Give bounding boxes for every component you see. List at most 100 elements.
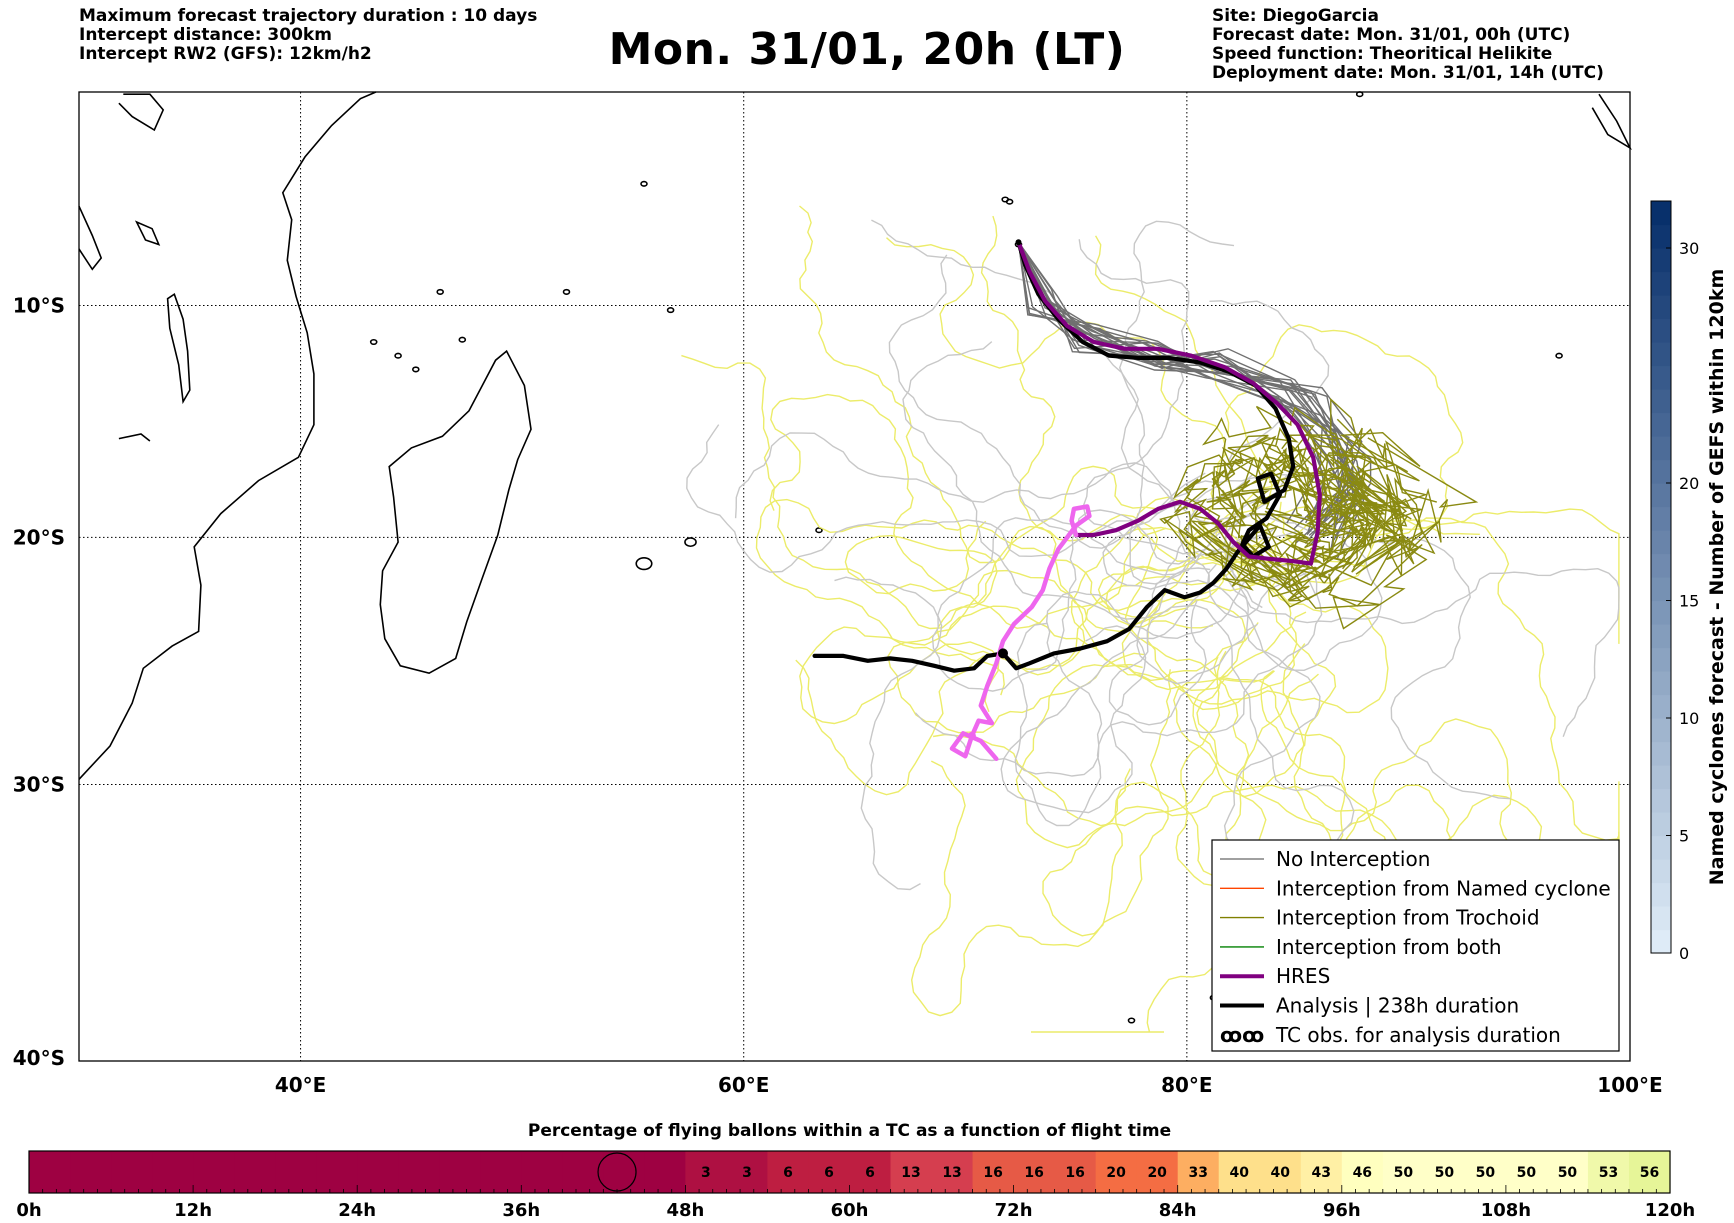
trochoid-olive-track-1: [1241, 455, 1423, 607]
bar-x-tick-label-4: 36h: [502, 1200, 540, 1221]
bar-frame: [28, 1150, 1671, 1194]
bar-x-tick-label-3: 24h: [338, 1200, 376, 1221]
colorbar-band-29: [1651, 271, 1671, 296]
island-13: [1555, 352, 1563, 359]
colorbar-band-31: [1651, 224, 1671, 249]
colorbar-band-7: [1651, 788, 1671, 813]
legend-label-7: TC obs. for analysis duration: [1275, 1023, 1561, 1047]
legend-label-6: Analysis | 238h duration: [1276, 994, 1519, 1018]
madagascar-coast: [379, 349, 532, 675]
trochoid-yellow-track-4: [844, 520, 1167, 676]
hres-track: [1016, 240, 1322, 566]
island-18: [458, 336, 467, 343]
x-tick-label-1: 40°E: [275, 1073, 327, 1097]
bar-cell-21: [849, 1151, 892, 1193]
colorbar-band-23: [1651, 412, 1671, 437]
bar-cell-25: [1013, 1151, 1056, 1193]
bar-value-31: 40: [1271, 1165, 1291, 1181]
lake-cahora: [118, 433, 151, 442]
colorbar-band-6: [1651, 812, 1671, 837]
bar-cell-40: [1628, 1151, 1671, 1193]
bar-cell-12: [480, 1151, 522, 1193]
colorbar-band-3: [1651, 882, 1671, 907]
bar-value-20: 6: [824, 1165, 834, 1181]
island-17: [562, 288, 571, 295]
bar-cell-31: [1259, 1151, 1302, 1193]
bar-value-34: 50: [1394, 1165, 1414, 1181]
bar-value-36: 50: [1476, 1165, 1496, 1181]
bar-cell-27: [1095, 1151, 1138, 1193]
page-title: Mon. 31/01, 20h (LT): [608, 24, 1126, 75]
lake-rukwa: [134, 220, 161, 246]
flight-time-bar: Percentage of flying ballons within a TC…: [16, 1121, 1695, 1221]
bar-value-23: 13: [942, 1165, 961, 1181]
trochoid-yellow-track-18: [1192, 611, 1584, 922]
bar-cell-4: [152, 1151, 194, 1193]
analysis-start-marker: [1015, 239, 1022, 246]
legend-label-3: Interception from Trochoid: [1276, 906, 1540, 930]
bar-cell-7: [275, 1151, 317, 1193]
bar-value-29: 33: [1188, 1165, 1207, 1181]
bar-cell-10: [398, 1151, 440, 1193]
bar-value-39: 53: [1599, 1165, 1618, 1181]
island-4: [369, 338, 378, 346]
bar-cell-26: [1054, 1151, 1097, 1193]
africa-coast: [78, 91, 377, 780]
bar-value-35: 50: [1435, 1165, 1455, 1181]
light-grey-track-5: [1118, 220, 1279, 585]
header-right-line-3: Speed function: Theoritical Helikite: [1212, 44, 1553, 64]
analysis-track: [812, 240, 1296, 673]
colorbar-band-26: [1651, 342, 1671, 367]
bar-title: Percentage of flying ballons within a TC…: [528, 1121, 1171, 1141]
colorbar-band-19: [1651, 506, 1671, 531]
x-tick-label-3: 80°E: [1161, 1073, 1213, 1097]
bar-cell-32: [1300, 1151, 1343, 1193]
colorbar-band-8: [1651, 765, 1671, 790]
island-1: [635, 556, 653, 571]
bar-cell-22: [890, 1151, 933, 1193]
bar-x-tick-label-5: 48h: [666, 1200, 704, 1221]
gefs-colorbar: 0 5 10 15 20 30 Named cyclones forecast - Numb…: [1650, 200, 1728, 963]
trochoid-yellow-track-2: [799, 205, 1214, 633]
trochoid-yellow-track-16: [1134, 496, 1620, 644]
lake-malawi: [166, 292, 191, 405]
no-interception-track-16: [1017, 241, 1340, 517]
header-right-line-2: Forecast date: Mon. 31/01, 00h (UTC): [1212, 25, 1571, 45]
colorbar-band-32: [1651, 201, 1671, 226]
colorbar-band-17: [1651, 553, 1671, 578]
colorbar-band-25: [1651, 365, 1671, 390]
bar-cell-11: [439, 1151, 481, 1193]
bar-cell-28: [1136, 1151, 1179, 1193]
bar-x-tick-label-1: 0h: [16, 1200, 41, 1221]
bar-cell-16: [644, 1151, 686, 1193]
colorbar-band-22: [1651, 436, 1671, 461]
header-right-line-4: Deployment date: Mon. 31/01, 14h (UTC): [1212, 63, 1604, 83]
bar-x-tick-label-2: 12h: [174, 1200, 212, 1221]
island-6: [411, 366, 420, 373]
colorbar-band-9: [1651, 741, 1671, 766]
light-grey-track-17: [1014, 572, 1323, 827]
light-grey-track-2: [1108, 600, 1355, 842]
legend-label-2: Interception from Named cyclone: [1276, 876, 1611, 900]
header-left-line-2: Intercept distance: 300km: [79, 25, 332, 45]
colorbar-tick-label-4: 15: [1679, 592, 1699, 611]
colorbar-band-1: [1651, 929, 1671, 954]
bar-x-tick-label-10: 108h: [1481, 1200, 1531, 1221]
colorbar-label: Named cyclones forecast - Number of GEFS…: [1706, 269, 1728, 886]
bar-value-33: 46: [1353, 1165, 1372, 1181]
light-grey-track-7: [1000, 563, 1217, 814]
bar-cell-5: [193, 1151, 235, 1193]
trochoid-yellow-track-13: [681, 354, 1158, 630]
legend-label-1: No Interception: [1276, 847, 1430, 871]
bar-value-18: 3: [742, 1165, 752, 1181]
bar-value-26: 16: [1065, 1165, 1084, 1181]
main-series: [812, 239, 1322, 762]
light-grey-track-14: [871, 219, 1280, 619]
colorbar-band-24: [1651, 389, 1671, 414]
bar-cell-36: [1464, 1151, 1507, 1193]
lake-victoria: [118, 93, 165, 132]
bar-cell-9: [357, 1151, 399, 1193]
bar-x-tick-label-8: 84h: [1159, 1200, 1197, 1221]
bar-cell-8: [316, 1151, 358, 1193]
